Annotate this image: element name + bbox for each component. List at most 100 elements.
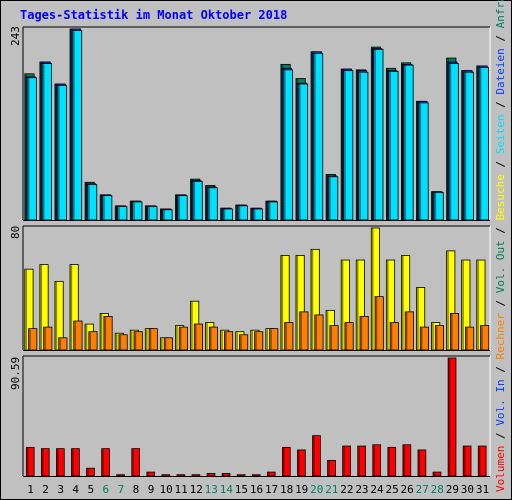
legend-separator: / — [494, 426, 507, 446]
bar-rechner-day-21 — [329, 325, 339, 351]
bar-seiten-day-25 — [388, 71, 399, 221]
bar-seiten-day-20 — [313, 52, 324, 221]
bar-rechner-day-8 — [133, 331, 143, 351]
x-label-day-16: 16 — [250, 483, 263, 496]
bar-rechner-day-22 — [344, 322, 354, 351]
bar-volumen-day-8 — [131, 448, 140, 477]
x-label-day-12: 12 — [190, 483, 203, 496]
bar-rechner-day-12 — [193, 323, 203, 351]
bar-volumen-day-14 — [221, 472, 231, 477]
legend-separator: / — [494, 154, 507, 174]
x-label-day-30: 30 — [461, 483, 474, 496]
bar-volumen-day-21 — [327, 459, 336, 477]
bar-volumen-day-11 — [176, 474, 186, 477]
bar-seiten-day-8 — [132, 201, 143, 221]
x-label-day-22: 22 — [340, 483, 353, 496]
x-label-day-21: 21 — [325, 483, 338, 496]
bar-rechner-day-29 — [449, 312, 460, 351]
legend-separator: / — [494, 28, 507, 48]
x-label-day-2: 2 — [42, 483, 49, 496]
bar-seiten-day-1 — [26, 77, 37, 221]
x-label-day-15: 15 — [235, 483, 248, 496]
legend-rechner: Rechner — [494, 313, 507, 360]
bar-seiten-day-19 — [297, 83, 309, 221]
x-label-day-4: 4 — [72, 483, 79, 496]
x-label-day-31: 31 — [476, 483, 489, 496]
bar-volumen-day-29 — [447, 357, 457, 477]
x-label-day-7: 7 — [118, 483, 125, 496]
bar-rechner-day-14 — [224, 331, 234, 351]
bar-seiten-day-12 — [192, 181, 203, 221]
x-label-day-25: 25 — [385, 483, 398, 496]
bar-rechner-day-4 — [73, 320, 83, 351]
bar-rechner-day-15 — [239, 334, 249, 351]
bar-seiten-day-31 — [478, 67, 489, 221]
bar-volumen-day-30 — [462, 445, 472, 477]
bar-seiten-day-2 — [41, 63, 53, 221]
bar-rechner-day-25 — [389, 322, 399, 351]
panel-mid-ymax-label: 80 — [9, 226, 22, 239]
bar-rechner-day-10 — [163, 337, 173, 351]
bar-seiten-day-9 — [147, 206, 158, 221]
bar-volumen-day-12 — [191, 474, 201, 477]
legend-vol-out: Vol. Out — [494, 240, 507, 293]
legend-besuche: Besuche — [494, 174, 507, 220]
bar-volumen-day-23 — [357, 445, 366, 477]
bar-volumen-day-6 — [101, 448, 110, 477]
legend-vol-in: Vol. In — [494, 379, 507, 425]
bar-rechner-day-6 — [103, 316, 113, 351]
x-axis-labels: 1 2 3 4 5 6 7 8 9 10 11 12 13 14 15 16 17 18 19 20 21 22 23 24 2… — [27, 483, 489, 496]
x-label-day-10: 10 — [159, 483, 172, 496]
x-label-day-9: 9 — [148, 483, 155, 496]
bar-seiten-day-16 — [252, 208, 263, 221]
panel-top-ymax-label: 243 — [9, 26, 22, 46]
legend-separator: / — [494, 360, 507, 380]
bar-seiten-day-28 — [433, 192, 444, 221]
panel-requests — [22, 26, 491, 221]
bar-volumen-day-10 — [161, 474, 171, 477]
bar-volumen-day-2 — [40, 448, 50, 477]
x-label-day-5: 5 — [87, 483, 94, 496]
x-label-day-18: 18 — [280, 483, 293, 496]
bar-seiten-day-24 — [373, 49, 384, 221]
bar-rechner-day-31 — [480, 325, 490, 351]
x-label-day-17: 17 — [265, 483, 278, 496]
bar-rechner-day-3 — [58, 337, 68, 351]
bar-seiten-day-14 — [222, 208, 233, 221]
bar-volumen-day-17 — [266, 471, 276, 477]
bar-rechner-day-9 — [148, 328, 158, 351]
bar-seiten-day-13 — [207, 187, 218, 221]
bar-volumen-day-5 — [86, 467, 95, 477]
x-label-day-29: 29 — [446, 483, 459, 496]
x-label-day-26: 26 — [401, 483, 414, 496]
legend-separator: / — [494, 220, 507, 240]
legend-anfragen: Anfragen — [494, 0, 507, 28]
legend-volumen: Volumen — [494, 446, 507, 492]
bar-seiten-day-10 — [162, 209, 173, 221]
x-label-day-13: 13 — [205, 483, 218, 496]
bar-rechner-day-26 — [404, 311, 414, 351]
legend-seiten: Seiten — [494, 114, 507, 154]
bar-rechner-day-27 — [419, 326, 429, 351]
panel-bot-ymax-label: 90.59 — [9, 357, 22, 390]
panel-volume — [22, 355, 491, 477]
bar-rechner-day-23 — [359, 316, 369, 351]
bar-volumen-day-9 — [146, 471, 156, 477]
bar-volumen-day-27 — [417, 449, 427, 477]
bar-volumen-day-31 — [477, 445, 487, 477]
bar-seiten-day-29 — [448, 63, 459, 221]
bar-seiten-day-27 — [418, 102, 429, 221]
bar-rechner-day-20 — [314, 314, 324, 351]
bar-volumen-day-16 — [251, 474, 261, 477]
bar-seiten-day-5 — [87, 184, 98, 221]
bar-volumen-day-18 — [282, 446, 291, 477]
bar-seiten-day-3 — [56, 85, 68, 221]
bar-volumen-day-26 — [402, 444, 412, 477]
x-label-day-6: 6 — [103, 483, 110, 496]
legend-dateien: Dateien — [494, 48, 507, 94]
x-label-day-1: 1 — [27, 483, 34, 496]
bar-seiten-day-11 — [177, 195, 188, 221]
bar-volumen-day-19 — [297, 449, 306, 477]
